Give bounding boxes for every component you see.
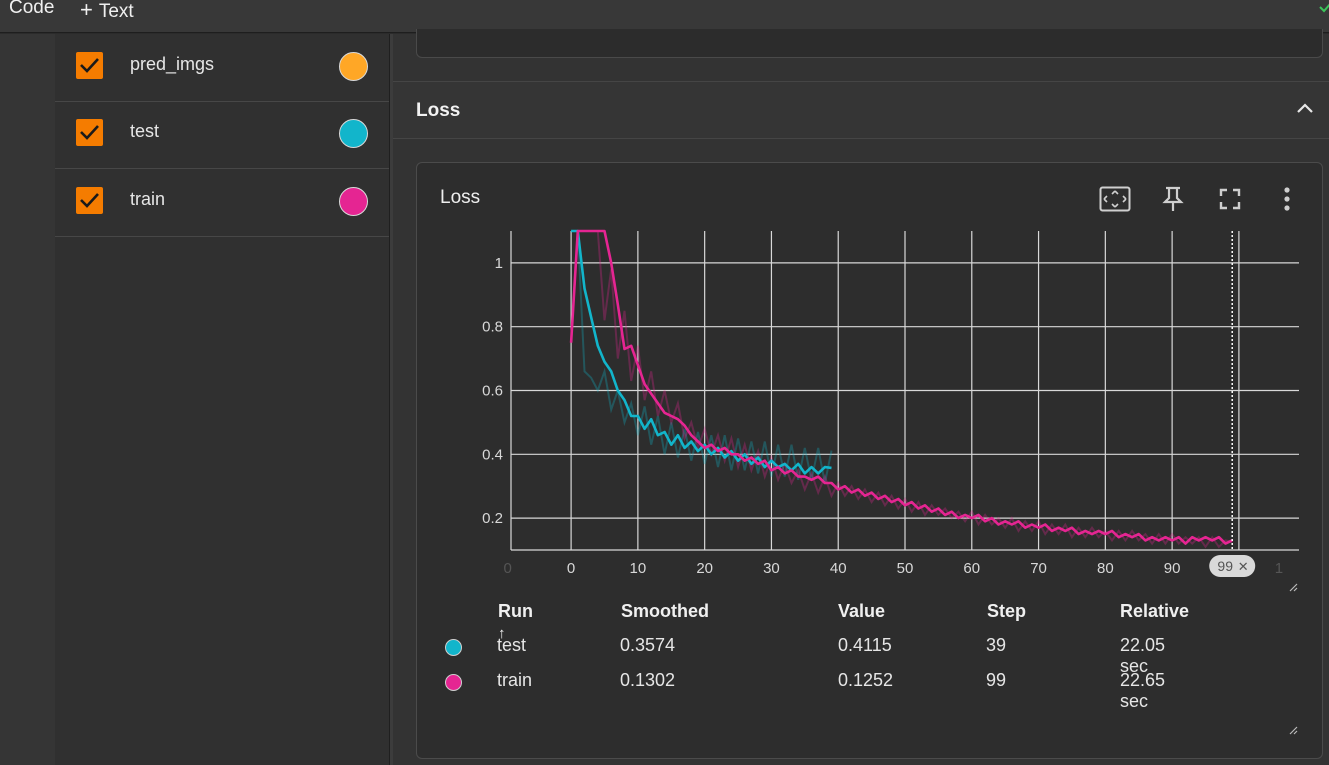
fullscreen-button[interactable] — [1214, 183, 1246, 215]
card-title: Loss — [440, 187, 481, 208]
y-tick-label: 0.2 — [482, 510, 503, 527]
scalar-card: Loss 0 0 10 20 30 40 50 60 70 80 90 1 0.2 0.4 0.6 0.8 1… — [416, 162, 1323, 759]
pin-button[interactable] — [1157, 183, 1189, 215]
panel-resize-handle[interactable] — [389, 34, 393, 765]
y-axis-ticks: 0.2 0.4 0.6 0.8 1 — [482, 255, 503, 527]
x-tick-label: 90 — [1164, 560, 1181, 577]
x-tick-label: 30 — [763, 560, 780, 577]
x-tick-label: 50 — [897, 560, 914, 577]
checkbox-checked-icon[interactable] — [76, 119, 103, 146]
checkbox-checked-icon[interactable] — [76, 187, 103, 214]
x-tick-label: 60 — [963, 560, 980, 577]
pin-icon — [1162, 186, 1184, 211]
chart-series — [569, 229, 1233, 549]
legend-run: test — [497, 635, 527, 655]
add-text-label: Text — [98, 1, 134, 22]
series-line-train — [569, 229, 1233, 545]
series-raw-line-train — [570, 230, 1233, 549]
fit-domain-button[interactable] — [1099, 183, 1131, 215]
x-tick-label: 20 — [696, 560, 713, 577]
header-value[interactable]: Value — [838, 601, 886, 621]
run-name: pred_imgs — [130, 54, 215, 74]
plus-icon: + — [80, 0, 93, 22]
add-code-button[interactable]: Code — [9, 0, 55, 18]
sort-ascending-icon: ↑ — [498, 625, 506, 642]
y-tick-label: 0.8 — [482, 319, 503, 336]
legend-run: train — [497, 670, 533, 690]
run-row-test[interactable]: test — [55, 101, 389, 169]
scalars-main: Loss Loss 0 0 10 20 30 40 50 60 70 80 90 1 0.2 0.4 0.… — [393, 29, 1329, 765]
loss-chart[interactable]: 0 0 10 20 30 40 50 60 70 80 90 1 0.2 0.4 0.6 0.8 1 99 ✕ — [417, 163, 1322, 603]
step-marker: 99 ✕ — [1209, 231, 1256, 577]
x-tick-label: 40 — [830, 560, 847, 577]
y-tick-label: 0.4 — [482, 446, 503, 463]
more-vert-icon — [1284, 187, 1290, 211]
x-tick-label: 80 — [1097, 560, 1114, 577]
step-marker-label: 99 — [1217, 558, 1233, 574]
x-tick-label: 70 — [1030, 560, 1047, 577]
add-text-button[interactable]: + Text — [80, 0, 134, 23]
y-tick-label: 1 — [495, 255, 503, 272]
runs-panel: pred_imgs test train — [55, 34, 389, 765]
run-name: test — [130, 121, 160, 141]
legend-relative: 22.65 sec — [1120, 670, 1166, 711]
legend-relative: 22.05 sec — [1120, 635, 1166, 676]
header-step[interactable]: Step — [987, 601, 1027, 621]
legend-swatch-train — [445, 674, 462, 691]
legend-step: 39 — [986, 635, 1007, 655]
x-tick-label: 0 — [567, 560, 575, 577]
more-options-button[interactable] — [1271, 183, 1303, 215]
legend-value: 0.1252 — [838, 670, 894, 690]
x-axis-ticks: 0 0 10 20 30 40 50 60 70 80 90 1 — [503, 560, 1283, 577]
run-row-pred-imgs[interactable]: pred_imgs — [55, 34, 389, 102]
check-icon — [1319, 3, 1329, 13]
run-color-swatch[interactable] — [339, 119, 368, 148]
header-run[interactable]: Run ↑ — [498, 601, 533, 642]
chevron-up-icon[interactable] — [1295, 98, 1315, 118]
y-tick-label: 0.6 — [482, 383, 503, 400]
group-header[interactable]: Loss — [393, 81, 1329, 139]
run-name: train — [130, 189, 166, 209]
legend-smoothed: 0.3574 — [620, 635, 676, 655]
x-tick-label: 10 — [630, 560, 647, 577]
previous-card — [416, 29, 1323, 58]
x-tick-label: 1 — [1275, 560, 1283, 577]
header-relative[interactable]: Relative — [1120, 601, 1190, 621]
fit-domain-icon — [1099, 186, 1131, 212]
series-line-test — [571, 229, 832, 475]
run-row-train[interactable]: train — [55, 169, 389, 237]
run-color-swatch[interactable] — [339, 187, 368, 216]
step-marker-badge — [1209, 555, 1256, 577]
legend-value: 0.4115 — [838, 635, 892, 655]
resize-handle-icon[interactable] — [1288, 582, 1298, 592]
legend-step: 99 — [986, 670, 1007, 690]
x-tick-label: 0 — [503, 560, 511, 577]
fullscreen-icon — [1219, 188, 1241, 210]
run-color-swatch[interactable] — [339, 52, 368, 81]
legend-smoothed: 0.1302 — [620, 670, 676, 690]
group-title: Loss — [416, 100, 461, 121]
checkbox-checked-icon[interactable] — [76, 52, 103, 79]
legend-swatch-test — [445, 639, 462, 656]
close-icon: ✕ — [1238, 559, 1249, 574]
resize-handle-icon[interactable] — [1288, 725, 1298, 735]
chart-grid — [510, 231, 1299, 551]
left-gutter — [0, 34, 55, 765]
header-smoothed[interactable]: Smoothed — [621, 601, 709, 621]
